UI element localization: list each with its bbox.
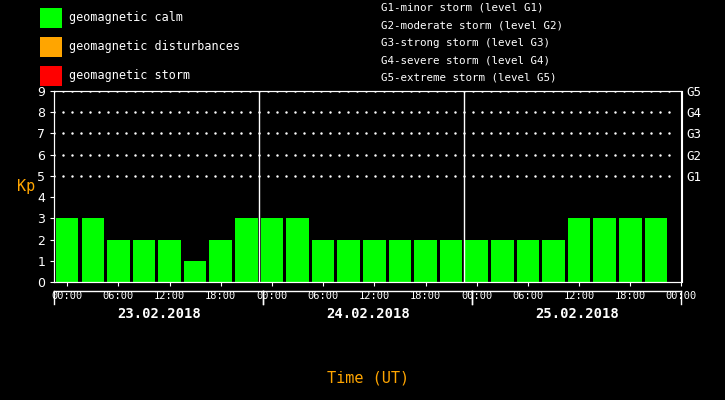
Bar bbox=[389, 240, 411, 282]
Bar bbox=[56, 218, 78, 282]
Bar bbox=[594, 218, 616, 282]
Text: G2-moderate storm (level G2): G2-moderate storm (level G2) bbox=[381, 20, 563, 30]
Bar bbox=[337, 240, 360, 282]
Bar bbox=[440, 240, 463, 282]
Text: geomagnetic storm: geomagnetic storm bbox=[69, 69, 190, 82]
Bar bbox=[491, 240, 513, 282]
Bar bbox=[286, 218, 309, 282]
FancyBboxPatch shape bbox=[40, 66, 62, 86]
Bar bbox=[210, 240, 232, 282]
Text: G4-severe storm (level G4): G4-severe storm (level G4) bbox=[381, 55, 550, 65]
Bar bbox=[414, 240, 436, 282]
Text: G3-strong storm (level G3): G3-strong storm (level G3) bbox=[381, 38, 550, 48]
Text: G5-extreme storm (level G5): G5-extreme storm (level G5) bbox=[381, 73, 556, 83]
Bar bbox=[542, 240, 565, 282]
Bar bbox=[312, 240, 334, 282]
Text: Time (UT): Time (UT) bbox=[327, 370, 409, 385]
Bar bbox=[363, 240, 386, 282]
Text: geomagnetic calm: geomagnetic calm bbox=[69, 12, 183, 24]
Bar bbox=[81, 218, 104, 282]
Y-axis label: Kp: Kp bbox=[17, 179, 36, 194]
Text: G1-minor storm (level G1): G1-minor storm (level G1) bbox=[381, 3, 543, 13]
FancyBboxPatch shape bbox=[40, 37, 62, 57]
Bar bbox=[568, 218, 590, 282]
Bar bbox=[517, 240, 539, 282]
FancyBboxPatch shape bbox=[40, 8, 62, 28]
Bar bbox=[465, 240, 488, 282]
Bar bbox=[107, 240, 130, 282]
Text: 25.02.2018: 25.02.2018 bbox=[535, 307, 619, 321]
Bar bbox=[235, 218, 257, 282]
Bar bbox=[184, 261, 207, 282]
Text: 23.02.2018: 23.02.2018 bbox=[117, 307, 201, 321]
Text: geomagnetic disturbances: geomagnetic disturbances bbox=[69, 40, 240, 53]
Bar bbox=[645, 218, 667, 282]
Bar bbox=[158, 240, 181, 282]
Bar bbox=[133, 240, 155, 282]
Bar bbox=[619, 218, 642, 282]
Bar bbox=[261, 218, 283, 282]
Text: 24.02.2018: 24.02.2018 bbox=[326, 307, 410, 321]
